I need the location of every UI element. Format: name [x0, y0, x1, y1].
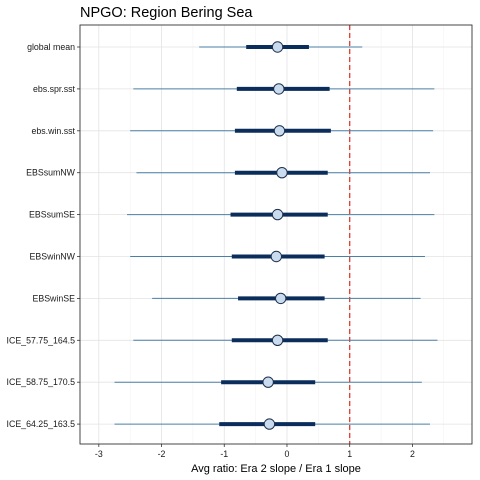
y-tick-label: ICE_58.75_170.5: [7, 377, 76, 387]
y-tick-label: EBSsumSE: [29, 210, 75, 220]
y-tick-label: global mean: [27, 42, 75, 52]
series-row: [133, 83, 435, 95]
x-tick-label: 1: [347, 449, 352, 459]
x-tick-label: 0: [285, 449, 290, 459]
series-row: [130, 125, 434, 137]
x-tick-label: -3: [95, 449, 103, 459]
x-tick-label: -1: [220, 449, 228, 459]
median-point: [275, 292, 287, 305]
x-tick-label: -2: [158, 449, 166, 459]
median-point: [273, 83, 285, 95]
series-marks: [114, 41, 438, 430]
series-row: [199, 41, 363, 53]
series-row: [127, 208, 435, 221]
chart-title: NPGO: Region Bering Sea: [80, 5, 253, 21]
median-point: [271, 41, 284, 53]
series-row: [133, 334, 438, 346]
x-tick-label: 2: [410, 449, 415, 459]
x-axis: -3 -2 -1 0 1 2: [95, 444, 415, 459]
y-tick-label: ICE_57.75_164.5: [7, 335, 76, 345]
plot-panel-border: [79, 24, 473, 445]
x-axis-label: Avg ratio: Era 2 slope / Era 1 slope: [191, 463, 361, 475]
y-axis: global mean ebs.spr.sst ebs.win.sst EBSsumN…: [7, 42, 80, 429]
y-tick-label: ICE_64.25_163.5: [7, 419, 76, 429]
median-point: [270, 250, 283, 263]
series-row: [136, 167, 430, 179]
median-point: [273, 125, 286, 137]
y-tick-label: EBSsumNW: [26, 168, 76, 178]
median-point: [263, 418, 276, 430]
y-tick-label: ebs.win.sst: [31, 126, 75, 136]
median-point: [276, 167, 288, 179]
y-tick-label: ebs.spr.sst: [33, 84, 76, 94]
y-tick-label: EBSwinNW: [30, 252, 76, 262]
y-tick-label: EBSwinSE: [32, 293, 75, 303]
median-point: [271, 334, 284, 346]
series-row: [114, 376, 422, 388]
series-row: [152, 292, 421, 305]
series-row: [114, 418, 430, 430]
series-row: [130, 250, 425, 263]
median-point: [271, 208, 284, 221]
median-point: [262, 376, 274, 388]
